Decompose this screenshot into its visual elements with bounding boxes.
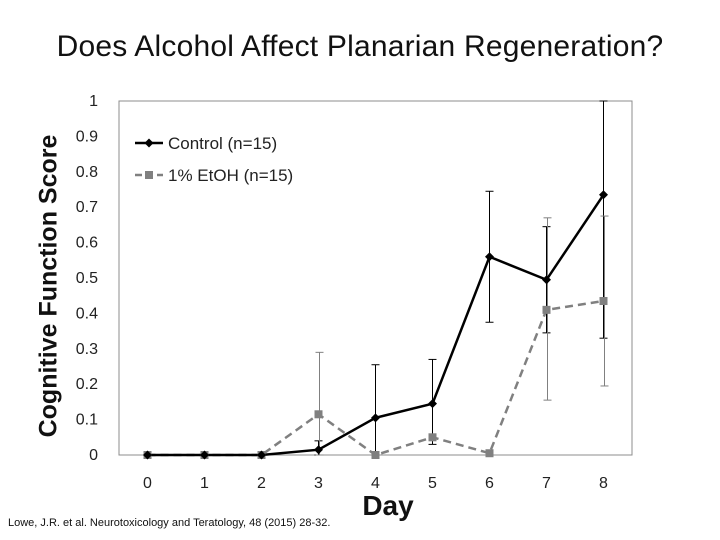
- y-tick-label: 0.7: [76, 199, 98, 216]
- slide-title: Does Alcohol Affect Planarian Regenerati…: [56, 30, 664, 63]
- data-point: [599, 297, 608, 306]
- y-tick-label: 0.8: [76, 164, 98, 181]
- data-point: [314, 445, 323, 455]
- y-tick-label: 0.9: [76, 128, 98, 145]
- x-tick-label: 8: [599, 475, 608, 492]
- x-tick-label: 2: [257, 475, 266, 492]
- x-tick-label: 6: [485, 475, 494, 492]
- data-point: [428, 433, 437, 442]
- x-tick-label: 5: [428, 475, 437, 492]
- x-tick-label: 1: [200, 475, 209, 492]
- y-tick-label: 0.3: [76, 341, 98, 358]
- legend-label: Control (n=15): [168, 134, 277, 153]
- y-tick-label: 0: [89, 447, 98, 464]
- x-tick-label: 3: [314, 475, 323, 492]
- x-tick-label: 4: [371, 475, 380, 492]
- legend-label: 1% EtOH (n=15): [168, 166, 293, 185]
- data-point: [200, 450, 209, 460]
- legend-marker: [145, 171, 153, 179]
- data-point: [599, 190, 608, 200]
- y-tick-label: 1: [89, 93, 98, 110]
- legend-marker: [144, 138, 154, 148]
- x-tick-label: 7: [542, 475, 551, 492]
- x-axis-label: Day: [362, 490, 414, 521]
- y-tick-label: 0.4: [76, 305, 98, 322]
- data-point: [542, 305, 551, 314]
- data-point: [143, 450, 152, 460]
- y-tick-label: 0.2: [76, 376, 98, 393]
- y-axis-label: Cognitive Function Score: [34, 134, 63, 438]
- data-point: [257, 450, 266, 460]
- data-point: [485, 252, 494, 262]
- data-point: [371, 413, 380, 423]
- citation-text: Lowe, J.R. et al. Neurotoxicology and Te…: [8, 517, 331, 529]
- y-tick-label: 0.6: [76, 235, 98, 252]
- data-point: [485, 449, 494, 458]
- x-tick-label: 0: [143, 475, 152, 492]
- data-point: [371, 451, 380, 459]
- data-point: [314, 410, 323, 419]
- data-point: [428, 399, 437, 409]
- y-tick-label: 0.1: [76, 412, 98, 429]
- data-point: [542, 275, 551, 285]
- y-tick-label: 0.5: [76, 270, 98, 287]
